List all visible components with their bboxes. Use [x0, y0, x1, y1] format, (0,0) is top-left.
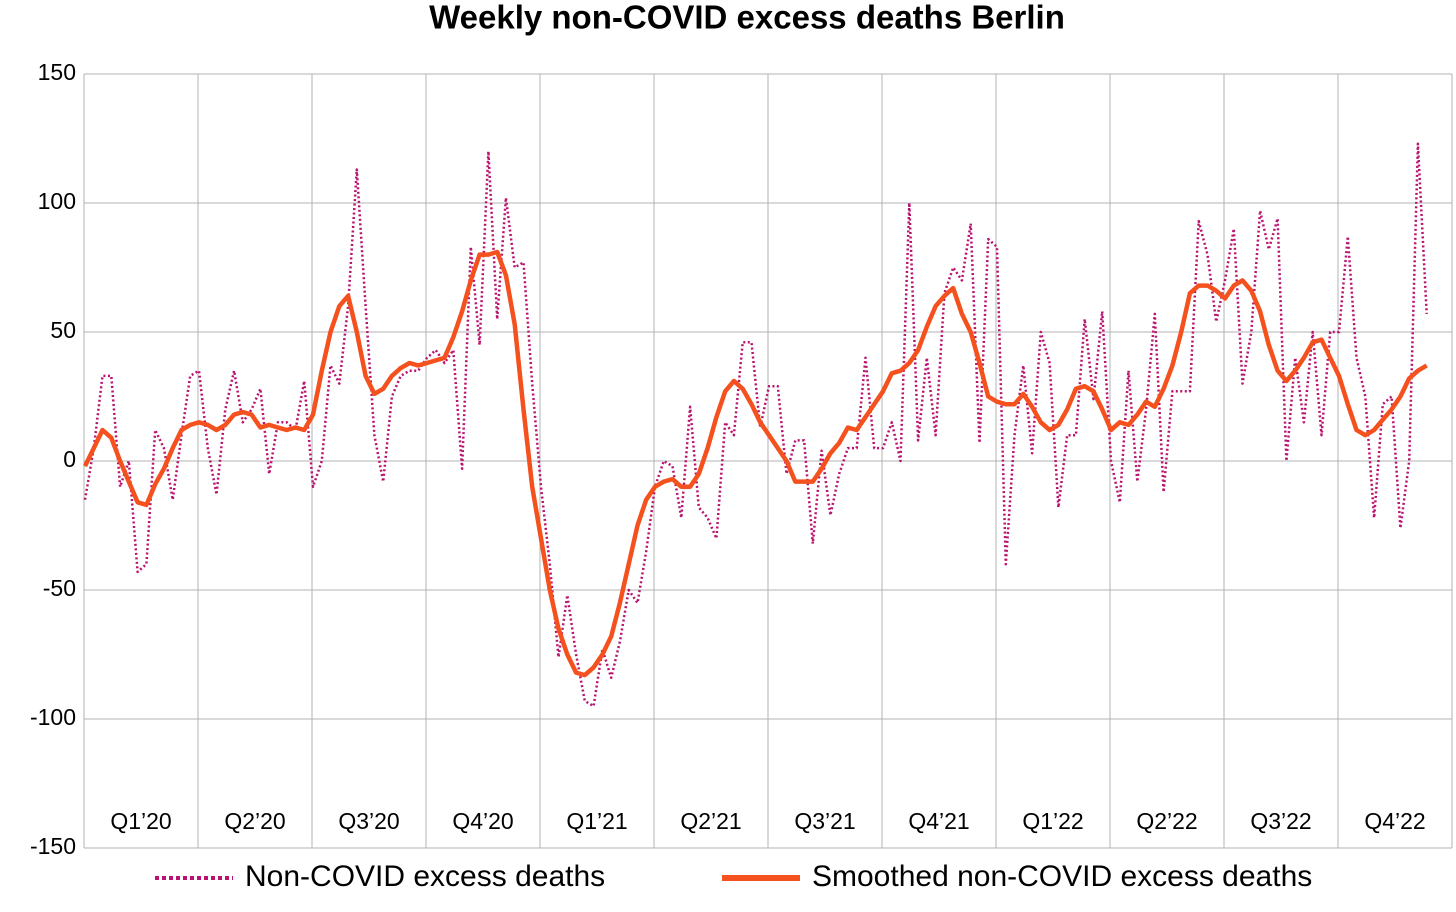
y-tick-label: 50: [50, 317, 76, 343]
x-tick-label: Q3’22: [1250, 808, 1311, 834]
y-tick-label: -100: [30, 704, 76, 730]
x-tick-label: Q1’20: [110, 808, 171, 834]
series-line: [83, 142, 1428, 708]
x-tick-label: Q2’20: [224, 808, 285, 834]
y-tick-label: 100: [38, 188, 76, 214]
y-tick-label: -50: [43, 575, 76, 601]
series-line: [82, 249, 1428, 678]
x-tick-label: Q4’20: [452, 808, 513, 834]
x-tick-label: Q2’21: [680, 808, 741, 834]
legend-label: Smoothed non-COVID excess deaths: [812, 860, 1312, 893]
x-tick-label: Q2’22: [1136, 808, 1197, 834]
x-tick-label: Q1’21: [566, 808, 627, 834]
y-tick-label: -150: [30, 833, 76, 859]
chart-title: Weekly non-COVID excess deaths Berlin: [429, 0, 1065, 36]
x-tick-label: Q3’20: [338, 808, 399, 834]
y-tick-label: 0: [63, 446, 76, 472]
y-tick-label: 150: [38, 59, 76, 85]
x-tick-label: Q4’22: [1364, 808, 1425, 834]
x-tick-label: Q1’22: [1022, 808, 1083, 834]
x-tick-label: Q4’21: [908, 808, 969, 834]
legend-label: Non-COVID excess deaths: [245, 860, 605, 893]
x-tick-label: Q3’21: [794, 808, 855, 834]
